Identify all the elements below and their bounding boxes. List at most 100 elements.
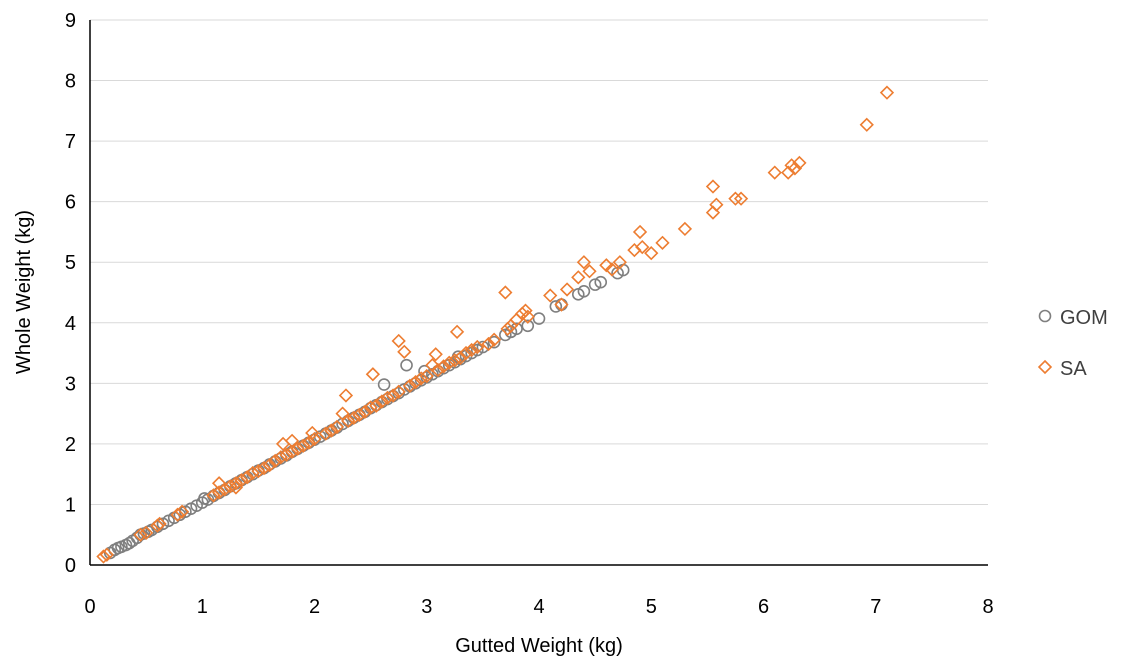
sa-data-point [228,476,244,491]
gom-data-point [588,278,602,291]
sa-data-point [677,221,693,237]
sa-data-point [346,410,361,425]
sa-data-point [365,367,381,382]
sa-data-point [453,350,468,366]
y-tick-label: 3 [65,373,76,395]
y-tick-label: 9 [65,10,76,32]
gom-data-point [510,322,523,336]
y-tick-label: 7 [65,131,76,153]
sa-data-point [279,447,294,462]
sa-data-point [211,485,227,500]
sa-data-point [428,347,443,362]
sa-data-point [217,482,232,497]
x-tick-label: 2 [309,596,320,618]
y-tick-label: 5 [65,252,76,274]
sa-data-point [99,547,114,562]
sa-data-point [391,333,406,349]
gom-data-point [400,358,413,372]
sa-data-point [329,419,345,435]
sa-data-point [599,258,614,273]
sa-data-point [518,303,533,318]
sa-data-point [273,450,288,465]
legend-marker-gom [1038,309,1052,323]
sa-data-point [632,224,648,240]
sa-data-point [554,297,569,312]
sa-data-point [324,423,339,438]
sa-data-point [612,255,627,270]
sa-data-point [385,388,401,403]
x-tick-label: 6 [758,596,769,618]
gom-data-point [532,312,546,325]
gom-data-point [487,335,501,349]
axes [89,20,988,566]
sa-data-point [436,359,451,374]
sa-data-point [341,413,356,429]
legend-marker-sa [1037,359,1053,375]
sa-data-point [543,288,558,303]
sa-data-point [414,371,429,386]
sa-data-point [301,435,317,450]
x-tick-label: 3 [421,596,432,618]
sa-data-point [449,324,465,339]
sa-data-point [481,336,496,352]
x-axis-title: Gutted Weight (kg) [455,635,622,657]
sa-data-point [419,368,434,384]
sa-data-point [442,355,457,370]
sa-data-point [133,527,148,542]
sa-data-point [397,344,412,359]
gom-data-point [521,319,535,333]
sa-data-point [879,85,895,100]
sa-data-point [767,165,782,180]
sa-data-point [470,339,485,355]
y-tick-label: 6 [65,192,76,214]
y-tick-label: 8 [65,71,76,93]
y-tick-label: 1 [65,494,76,516]
sa-data-point [402,378,418,393]
sa-data-point [391,384,406,399]
sa-data-point [296,438,311,453]
sa-data-point [305,425,320,441]
sa-data-point [458,345,474,361]
sa-data-point [604,262,620,277]
y-axis-title: Whole Weight (kg) [13,210,35,374]
sa-data-point [245,465,260,481]
sa-data-point [635,239,650,255]
sa-data-point [290,441,305,456]
sa-data-point [357,404,373,419]
sa-data-point [576,255,592,270]
sa-data-point [170,507,185,522]
data-points [96,85,895,564]
sa-data-point [174,504,190,519]
sa-data-point [307,431,322,447]
gom-data-point [549,300,563,313]
sa-data-point [733,191,749,206]
sa-data-point [520,309,535,324]
sa-data-point [352,407,367,422]
sa-data-point [374,394,389,409]
sa-data-point [234,473,249,488]
sa-data-point [430,362,446,378]
sa-data-point [571,270,586,285]
sa-data-point [787,161,803,176]
sa-data-point [559,282,575,297]
sa-data-point [268,453,283,468]
gom-data-point [476,340,490,354]
gom-data-point [377,378,391,391]
sa-data-point [284,444,300,459]
x-tick-label: 5 [646,596,657,618]
x-tick-label: 7 [870,596,881,618]
sa-data-point [138,525,154,541]
x-tick-label: 1 [197,596,208,618]
sa-data-point [655,235,670,250]
sa-data-point [251,464,266,479]
sa-data-point [464,342,479,358]
sa-data-point [96,549,111,564]
sa-data-point [369,398,384,413]
sa-data-point [152,516,167,531]
y-tick-label: 4 [65,313,76,335]
sa-data-point [223,479,238,494]
gridlines [90,19,988,505]
gom-data-point [594,275,608,289]
sa-data-point [408,374,423,390]
sa-data-point [728,191,743,206]
